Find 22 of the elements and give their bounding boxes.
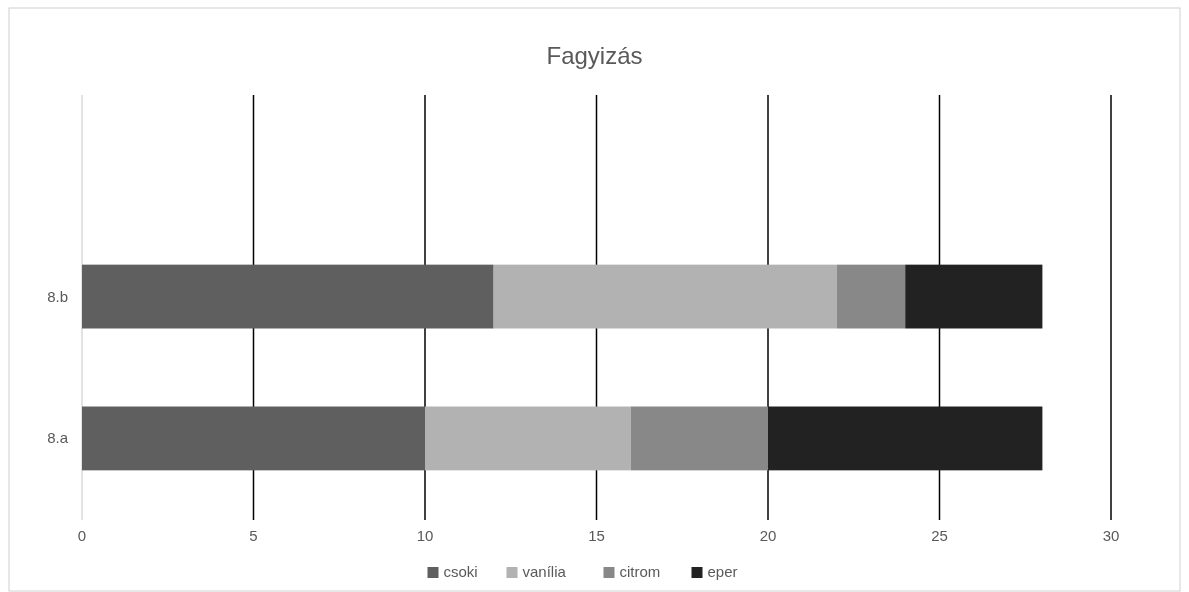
x-tick-label: 10 (416, 527, 434, 544)
legend-label: csoki (443, 563, 478, 580)
bar (82, 406, 425, 471)
bar (82, 264, 494, 329)
chart-title: Fagyizás (546, 42, 643, 69)
x-tick-label: 25 (931, 527, 948, 544)
legend-label: citrom (619, 563, 661, 580)
x-tick-label: 5 (249, 527, 258, 544)
bar (905, 264, 1043, 329)
bar (493, 264, 837, 329)
x-tick-label: 15 (588, 527, 605, 544)
x-tick-label: 30 (1102, 527, 1120, 544)
legend-label: vanília (522, 563, 567, 580)
bar (836, 264, 906, 329)
legend-label: eper (707, 563, 738, 580)
y-tick-label: 8.a (47, 429, 69, 447)
bar (630, 406, 768, 471)
bar (425, 406, 631, 471)
y-tick-label: 8.b (47, 287, 68, 305)
x-tick-label: 0 (77, 527, 87, 544)
x-tick-label: 20 (759, 527, 777, 544)
bar (768, 406, 1043, 471)
